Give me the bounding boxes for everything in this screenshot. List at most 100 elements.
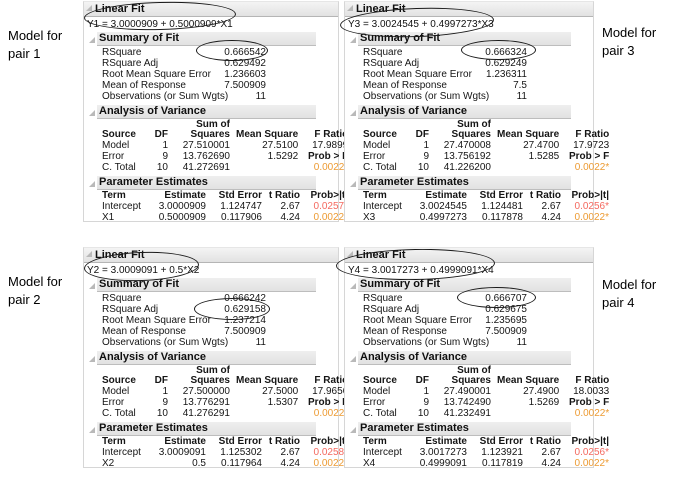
parameter-estimates-header: Parameter Estimates: [350, 176, 571, 191]
cell: 41.232491: [443, 408, 491, 420]
cell: 1: [423, 386, 429, 398]
prob-f-value: 0.0022*: [313, 162, 349, 174]
linear-fit-title: Linear Fit: [356, 249, 406, 261]
row-label: Model: [102, 140, 130, 152]
column-header: Squares: [190, 129, 230, 141]
column-header: Prob>|t|: [310, 436, 348, 448]
column-header: Sum of: [196, 118, 230, 130]
cell: 17.9656: [312, 386, 349, 398]
column-header: Prob>|t|: [310, 190, 348, 202]
disclosure-triangle-icon[interactable]: [350, 283, 356, 289]
column-header: Source: [102, 129, 136, 141]
column-header: Std Error: [479, 190, 523, 202]
summary-of-fit-header: Summary of Fit: [350, 32, 571, 46]
cell: 2.67: [541, 200, 561, 212]
cell: 9: [423, 151, 429, 163]
stat-value: 1.235695: [485, 314, 527, 326]
parameter-estimates-title: Parameter Estimates: [97, 422, 316, 437]
cell: 2.67: [280, 446, 300, 458]
parameter-estimates-title: Parameter Estimates: [358, 422, 571, 437]
summary-of-fit-header: Summary of Fit: [89, 278, 316, 292]
disclosure-triangle-icon[interactable]: [89, 181, 95, 188]
stat-label: RSquare Adj: [102, 303, 159, 315]
anova-header: Analysis of Variance: [350, 350, 571, 365]
stat-value: 11: [255, 336, 266, 348]
stat-label: RSquare Adj: [102, 57, 159, 69]
anova-table: Sum of Source DF Squares Mean Square F Ratio…: [363, 119, 610, 175]
disclosure-triangle-icon[interactable]: [350, 181, 356, 188]
summary-of-fit-table: RSquare 0.666242 RSquare Adj 0.629158 Root…: [102, 293, 266, 349]
prob-t-value: 0.0258*: [313, 446, 348, 458]
cell: 1.5307: [267, 397, 299, 409]
column-header: Mean Square: [497, 129, 560, 141]
stat-value: 0.666707: [485, 293, 527, 304]
cell: 10: [417, 408, 429, 420]
row-label: Model: [102, 386, 130, 398]
disclosure-triangle-icon[interactable]: [89, 283, 95, 289]
cell: 1.125302: [220, 446, 262, 458]
stat-label: Mean of Response: [363, 79, 447, 91]
cell: 27.490001: [443, 386, 491, 398]
prob-f-value: 0.0022*: [313, 408, 349, 420]
row-label: C. Total: [363, 408, 397, 420]
cell: 0.5000909: [158, 211, 206, 223]
disclosure-triangle-icon[interactable]: [89, 109, 95, 116]
column-header: F Ratio: [575, 375, 610, 387]
fit-equation: Y3 = 3.0024545 + 0.4997273*X3: [348, 19, 494, 30]
column-header: Sum of: [196, 364, 230, 376]
cell: 4.24: [280, 211, 300, 223]
column-header: Term: [102, 436, 126, 448]
disclosure-triangle-icon[interactable]: [89, 427, 95, 434]
disclosure-triangle-icon[interactable]: [86, 4, 92, 11]
disclosure-triangle-icon[interactable]: [350, 37, 356, 43]
anova-title: Analysis of Variance: [358, 104, 571, 119]
cell: 41.226200: [443, 162, 491, 174]
disclosure-triangle-icon[interactable]: [89, 37, 95, 43]
linear-fit-report-pair-4: Linear Fit Y4 = 3.0017273 + 0.4999091*X4…: [344, 247, 609, 469]
prob-f-value: 0.0022*: [574, 408, 610, 420]
column-header: Squares: [451, 375, 491, 387]
column-header: Mean Square: [236, 129, 299, 141]
stat-label: RSquare Adj: [363, 303, 420, 315]
disclosure-triangle-icon[interactable]: [347, 4, 353, 11]
column-header: F Ratio: [575, 129, 610, 141]
column-header: Source: [102, 375, 136, 387]
row-label: X3: [363, 211, 376, 223]
parameter-estimates-table: Term Estimate Std Error t Ratio Prob>|t| Int…: [102, 436, 348, 470]
row-label: Model: [363, 386, 391, 398]
anova-table: Sum of Source DF Squares Mean Square F Ratio…: [363, 365, 610, 421]
column-header: Estimate: [425, 190, 467, 202]
anova-table: Sum of Source DF Squares Mean Square F Ratio…: [102, 364, 349, 421]
summary-of-fit-title: Summary of Fit: [358, 32, 571, 46]
column-header: DF: [154, 129, 168, 141]
stat-label: RSquare: [363, 47, 403, 58]
column-header: Term: [102, 190, 126, 202]
stat-value: 0.666324: [485, 47, 527, 58]
disclosure-triangle-icon[interactable]: [86, 250, 92, 257]
prob-t-value: 0.0022*: [313, 211, 348, 223]
disclosure-triangle-icon[interactable]: [89, 355, 95, 362]
cell: 13.756192: [443, 151, 491, 163]
row-label: Model: [363, 140, 391, 152]
disclosure-triangle-icon[interactable]: [350, 355, 356, 362]
disclosure-triangle-icon[interactable]: [350, 109, 356, 116]
row-label: Error: [363, 397, 386, 409]
disclosure-triangle-icon[interactable]: [350, 427, 356, 434]
stat-label: Observations (or Sum Wgts): [363, 90, 490, 102]
stat-label: Observations (or Sum Wgts): [102, 336, 229, 348]
cell: 27.470008: [443, 140, 491, 152]
parameter-estimates-table: Term Estimate Std Error t Ratio Prob>|t| Int…: [102, 190, 348, 224]
prob-t-value: 0.0022*: [574, 211, 609, 223]
stat-label: Mean of Response: [102, 325, 186, 337]
anova-header: Analysis of Variance: [89, 350, 316, 365]
cell: 2.67: [541, 446, 561, 458]
cell: 0.4997273: [419, 211, 467, 223]
stat-label: Root Mean Square Error: [102, 314, 211, 326]
parameter-estimates-header: Parameter Estimates: [89, 422, 316, 437]
cell: 27.4900: [523, 386, 560, 398]
disclosure-triangle-icon[interactable]: [347, 250, 353, 257]
stat-value: 1.237214: [224, 314, 266, 326]
column-header: F Ratio: [314, 375, 349, 387]
linear-fit-report-pair-3: Linear Fit Y3 = 3.0024545 + 0.4997273*X3…: [344, 1, 609, 223]
cell: 27.4700: [523, 140, 560, 152]
